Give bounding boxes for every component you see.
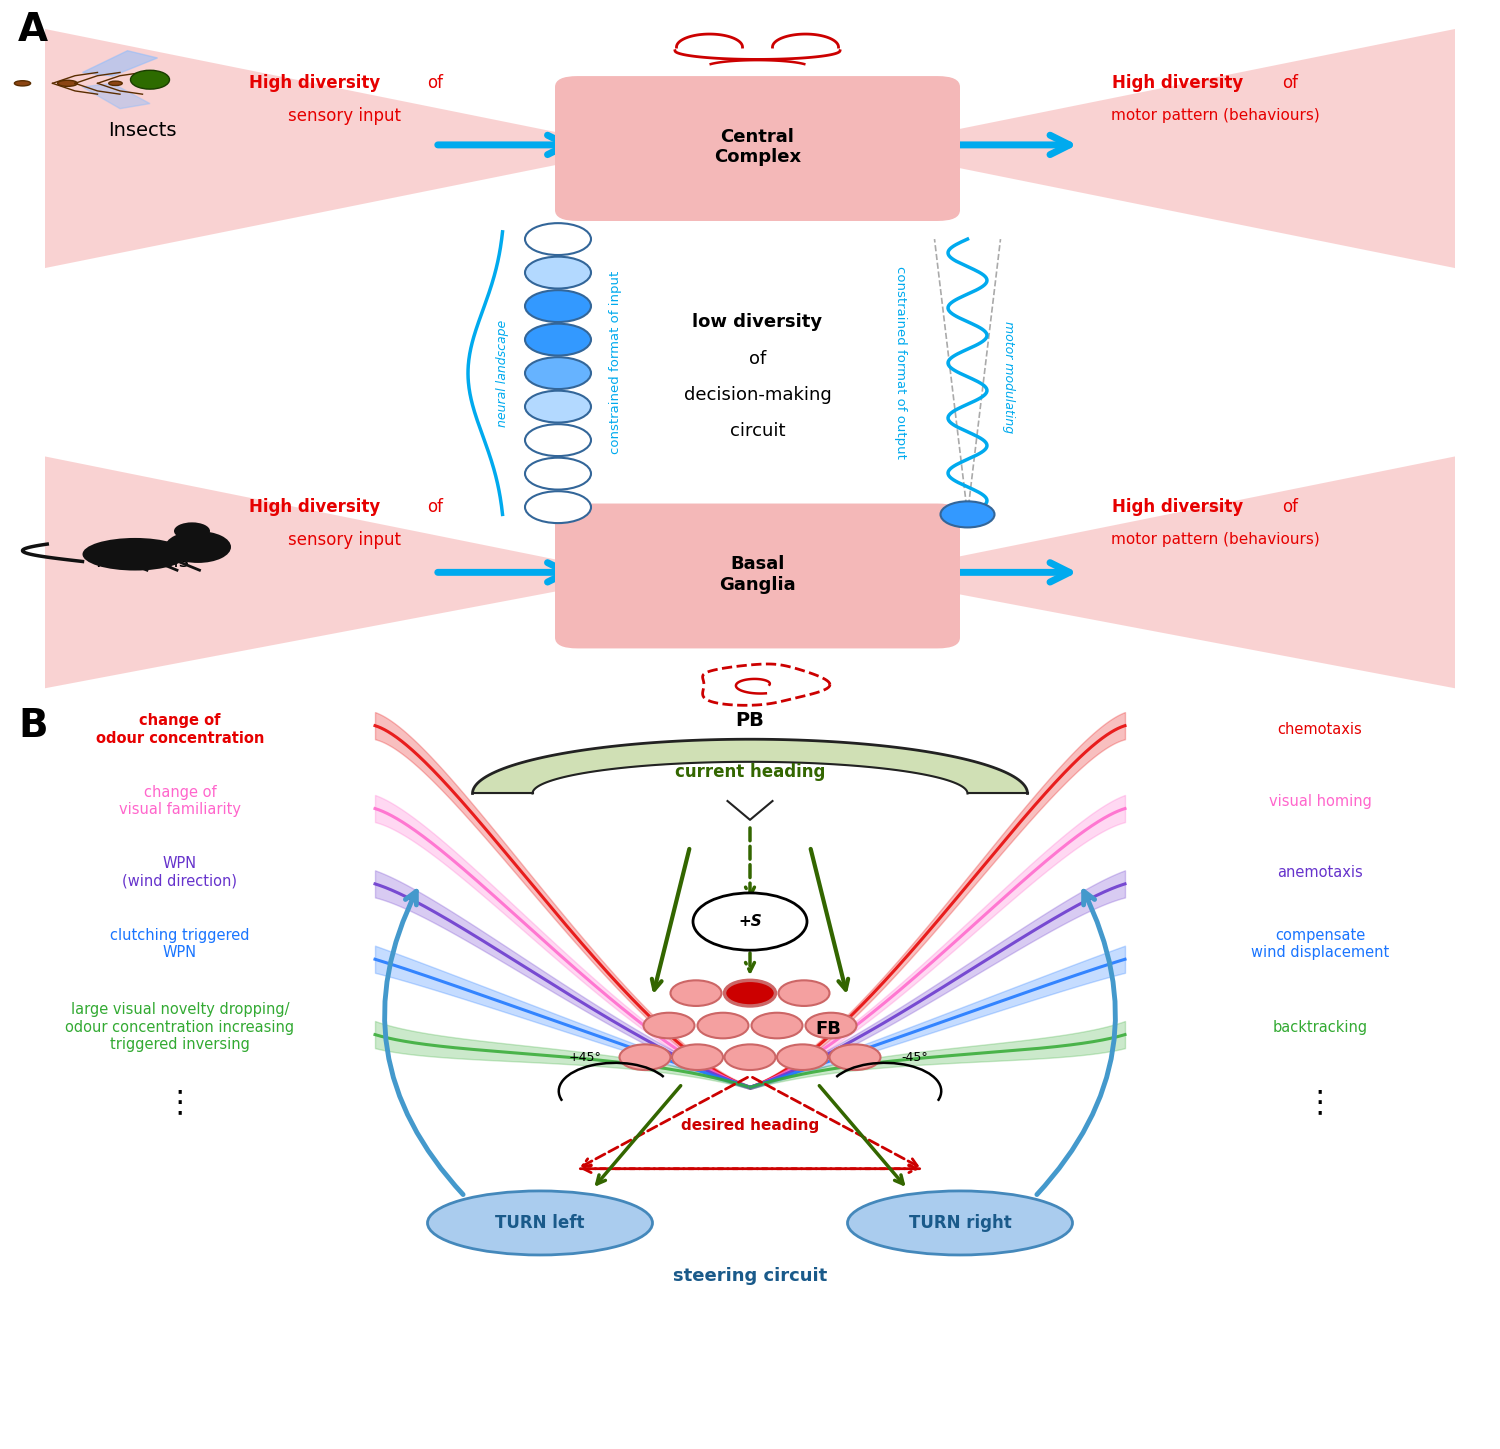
Text: B: B bbox=[18, 707, 48, 745]
Circle shape bbox=[672, 1045, 723, 1069]
Text: +S: +S bbox=[738, 914, 762, 929]
Text: of: of bbox=[1282, 498, 1299, 516]
Text: Insects: Insects bbox=[108, 120, 177, 141]
Circle shape bbox=[525, 425, 591, 456]
Text: Basal
Ganglia: Basal Ganglia bbox=[718, 555, 797, 594]
Polygon shape bbox=[82, 84, 150, 109]
Text: decision-making: decision-making bbox=[684, 385, 831, 404]
Circle shape bbox=[525, 323, 591, 355]
Circle shape bbox=[940, 501, 994, 527]
Circle shape bbox=[644, 1013, 694, 1039]
Text: High diversity: High diversity bbox=[249, 498, 381, 516]
Polygon shape bbox=[82, 51, 158, 75]
Circle shape bbox=[752, 1013, 802, 1039]
Circle shape bbox=[525, 391, 591, 423]
Circle shape bbox=[724, 981, 776, 1006]
Text: constrained format of output: constrained format of output bbox=[894, 265, 906, 459]
Text: anemotaxis: anemotaxis bbox=[1276, 865, 1364, 880]
Circle shape bbox=[525, 223, 591, 255]
Text: large visual novelty dropping/
odour concentration increasing
triggered inversin: large visual novelty dropping/ odour con… bbox=[66, 1003, 294, 1052]
Text: neural landscape: neural landscape bbox=[496, 319, 508, 427]
Text: circuit: circuit bbox=[729, 422, 786, 440]
Ellipse shape bbox=[427, 1191, 652, 1255]
Text: ⋮: ⋮ bbox=[1305, 1088, 1335, 1117]
Ellipse shape bbox=[847, 1191, 1072, 1255]
Text: -45°: -45° bbox=[902, 1051, 928, 1064]
Circle shape bbox=[525, 356, 591, 390]
Text: compensate
wind displacement: compensate wind displacement bbox=[1251, 927, 1389, 961]
Text: WPN
(wind direction): WPN (wind direction) bbox=[123, 856, 237, 888]
Text: Central
Complex: Central Complex bbox=[714, 128, 801, 167]
Text: of: of bbox=[1282, 74, 1299, 93]
Ellipse shape bbox=[108, 81, 123, 85]
Text: motor pattern (behaviours): motor pattern (behaviours) bbox=[1110, 532, 1320, 548]
Text: chemotaxis: chemotaxis bbox=[1278, 722, 1362, 738]
Circle shape bbox=[724, 1045, 776, 1069]
Text: desired heading: desired heading bbox=[681, 1117, 819, 1133]
Text: backtracking: backtracking bbox=[1272, 1020, 1368, 1035]
Text: Mammals: Mammals bbox=[96, 552, 189, 571]
Circle shape bbox=[174, 523, 210, 539]
Circle shape bbox=[698, 1013, 748, 1039]
Polygon shape bbox=[45, 29, 638, 268]
Text: sensory input: sensory input bbox=[288, 107, 402, 125]
Polygon shape bbox=[862, 456, 1455, 688]
Circle shape bbox=[806, 1013, 856, 1039]
Circle shape bbox=[130, 70, 170, 88]
Text: clutching triggered
WPN: clutching triggered WPN bbox=[111, 927, 249, 961]
Text: of: of bbox=[427, 74, 444, 93]
Polygon shape bbox=[862, 29, 1455, 268]
Circle shape bbox=[525, 256, 591, 288]
Text: motor pattern (behaviours): motor pattern (behaviours) bbox=[1110, 109, 1320, 123]
Text: visual homing: visual homing bbox=[1269, 794, 1371, 809]
Text: motor modulating: motor modulating bbox=[1002, 320, 1014, 433]
Text: change of
odour concentration: change of odour concentration bbox=[96, 713, 264, 746]
Text: TURN left: TURN left bbox=[495, 1214, 585, 1232]
Text: ⋮: ⋮ bbox=[165, 1088, 195, 1117]
Circle shape bbox=[670, 981, 722, 1006]
Circle shape bbox=[778, 981, 830, 1006]
Circle shape bbox=[525, 290, 591, 322]
Circle shape bbox=[525, 491, 591, 523]
Text: constrained format of input: constrained format of input bbox=[609, 271, 621, 454]
Text: High diversity: High diversity bbox=[1112, 74, 1244, 93]
FancyBboxPatch shape bbox=[555, 75, 960, 222]
Polygon shape bbox=[45, 456, 638, 688]
Circle shape bbox=[620, 1045, 670, 1069]
FancyBboxPatch shape bbox=[555, 504, 960, 649]
Ellipse shape bbox=[15, 81, 30, 85]
Text: TURN right: TURN right bbox=[909, 1214, 1011, 1232]
Circle shape bbox=[693, 893, 807, 951]
Ellipse shape bbox=[57, 80, 78, 87]
Polygon shape bbox=[472, 739, 1028, 794]
Text: A: A bbox=[18, 10, 48, 49]
Text: of: of bbox=[748, 349, 766, 368]
Text: sensory input: sensory input bbox=[288, 530, 402, 549]
Circle shape bbox=[830, 1045, 880, 1069]
Text: High diversity: High diversity bbox=[1112, 498, 1244, 516]
Text: change of
visual familiarity: change of visual familiarity bbox=[118, 785, 242, 817]
Circle shape bbox=[165, 530, 231, 562]
Circle shape bbox=[777, 1045, 828, 1069]
Text: of: of bbox=[427, 498, 444, 516]
Text: High diversity: High diversity bbox=[249, 74, 381, 93]
Text: PB: PB bbox=[735, 711, 765, 730]
Text: low diversity: low diversity bbox=[693, 313, 822, 332]
Text: steering circuit: steering circuit bbox=[674, 1266, 826, 1285]
Circle shape bbox=[525, 458, 591, 490]
Ellipse shape bbox=[82, 538, 188, 571]
Text: FB: FB bbox=[815, 1020, 842, 1037]
Text: current heading: current heading bbox=[675, 764, 825, 781]
Text: +45°: +45° bbox=[568, 1051, 602, 1064]
